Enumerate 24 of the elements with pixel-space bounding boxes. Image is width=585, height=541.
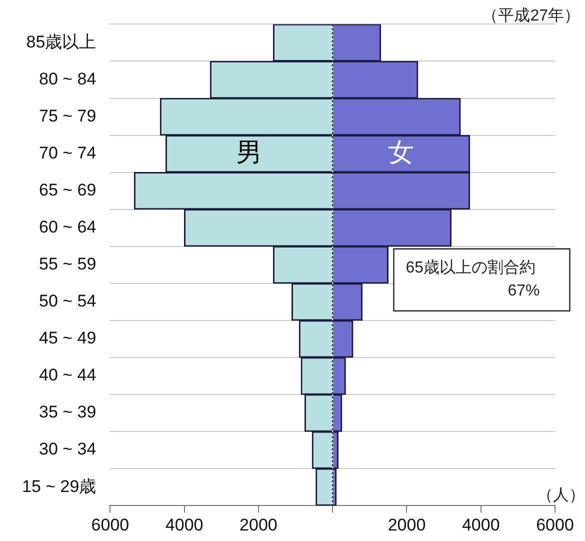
y-tick-label: 55 ~ 59 [38, 254, 96, 274]
annotation: （人） [537, 487, 585, 504]
series-label: 男 [236, 136, 262, 167]
series-label: 女 [388, 136, 414, 167]
y-tick-label: 65 ~ 69 [38, 180, 96, 200]
x-tick-label: 6000 [91, 515, 130, 534]
y-tick-label: 70 ~ 74 [38, 143, 96, 162]
y-tick-label: 75 ~ 79 [38, 106, 96, 126]
y-tick-label: 85歳以上 [26, 32, 96, 52]
annotation: 65歳以上の割合約67% [406, 258, 540, 300]
y-tick-label: 45 ~ 49 [38, 328, 96, 348]
x-tick-label: 6000 [536, 515, 574, 534]
annotation: （平成27年） [482, 6, 580, 24]
y-tick-label: 15 ~ 29歳 [22, 476, 96, 496]
y-tick-label: 35 ~ 39 [38, 402, 96, 422]
y-tick-label: 80 ~ 84 [38, 69, 96, 88]
y-tick-label: 40 ~ 44 [38, 366, 96, 385]
y-tick-label: 60 ~ 64 [38, 218, 96, 237]
x-tick-label: 2000 [240, 515, 278, 534]
y-tick-label: 30 ~ 34 [38, 440, 96, 459]
x-tick-label: 4000 [165, 515, 204, 534]
y-tick-label: 50 ~ 54 [38, 292, 96, 311]
x-tick-label: 2000 [388, 515, 426, 534]
x-tick-label: 4000 [462, 515, 500, 534]
